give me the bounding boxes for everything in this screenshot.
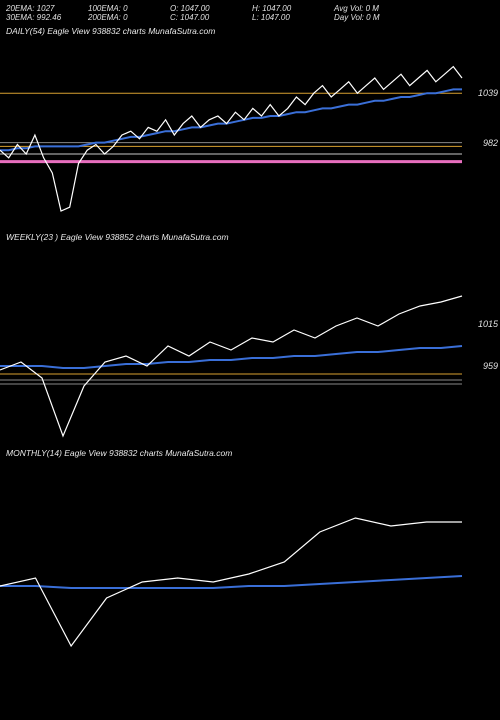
chart-svg [0,40,500,230]
monthly-chart [0,462,500,662]
y-axis-label: 982 [483,138,498,148]
high-label: H: 1047.00 [252,4,332,13]
header-stats: 20EMA: 1027 100EMA: 0 O: 1047.00 H: 1047… [0,0,500,24]
weekly-chart: 1015 959 [0,246,500,446]
avgvol-label: Avg Vol: 0 M [334,4,424,13]
ema20-label: 20EMA: 1027 [6,4,86,13]
daily-chart: 1039 982 [0,40,500,230]
dayvol-label: Day Vol: 0 M [334,13,424,22]
ema30-label: 30EMA: 992.46 [6,13,86,22]
ema100-label: 100EMA: 0 [88,4,168,13]
chart-svg [0,246,500,446]
low-label: L: 1047.00 [252,13,332,22]
close-label: C: 1047.00 [170,13,250,22]
y-axis-label: 1015 [478,319,498,329]
y-axis-label: 1039 [478,88,498,98]
monthly-title: MONTHLY(14) Eagle View 938832 charts Mun… [0,446,500,462]
y-axis-label: 959 [483,361,498,371]
ema200-label: 200EMA: 0 [88,13,168,22]
daily-title: DAILY(54) Eagle View 938832 charts Munaf… [0,24,500,40]
weekly-title: WEEKLY(23 ) Eagle View 938852 charts Mun… [0,230,500,246]
open-label: O: 1047.00 [170,4,250,13]
chart-svg [0,462,500,662]
